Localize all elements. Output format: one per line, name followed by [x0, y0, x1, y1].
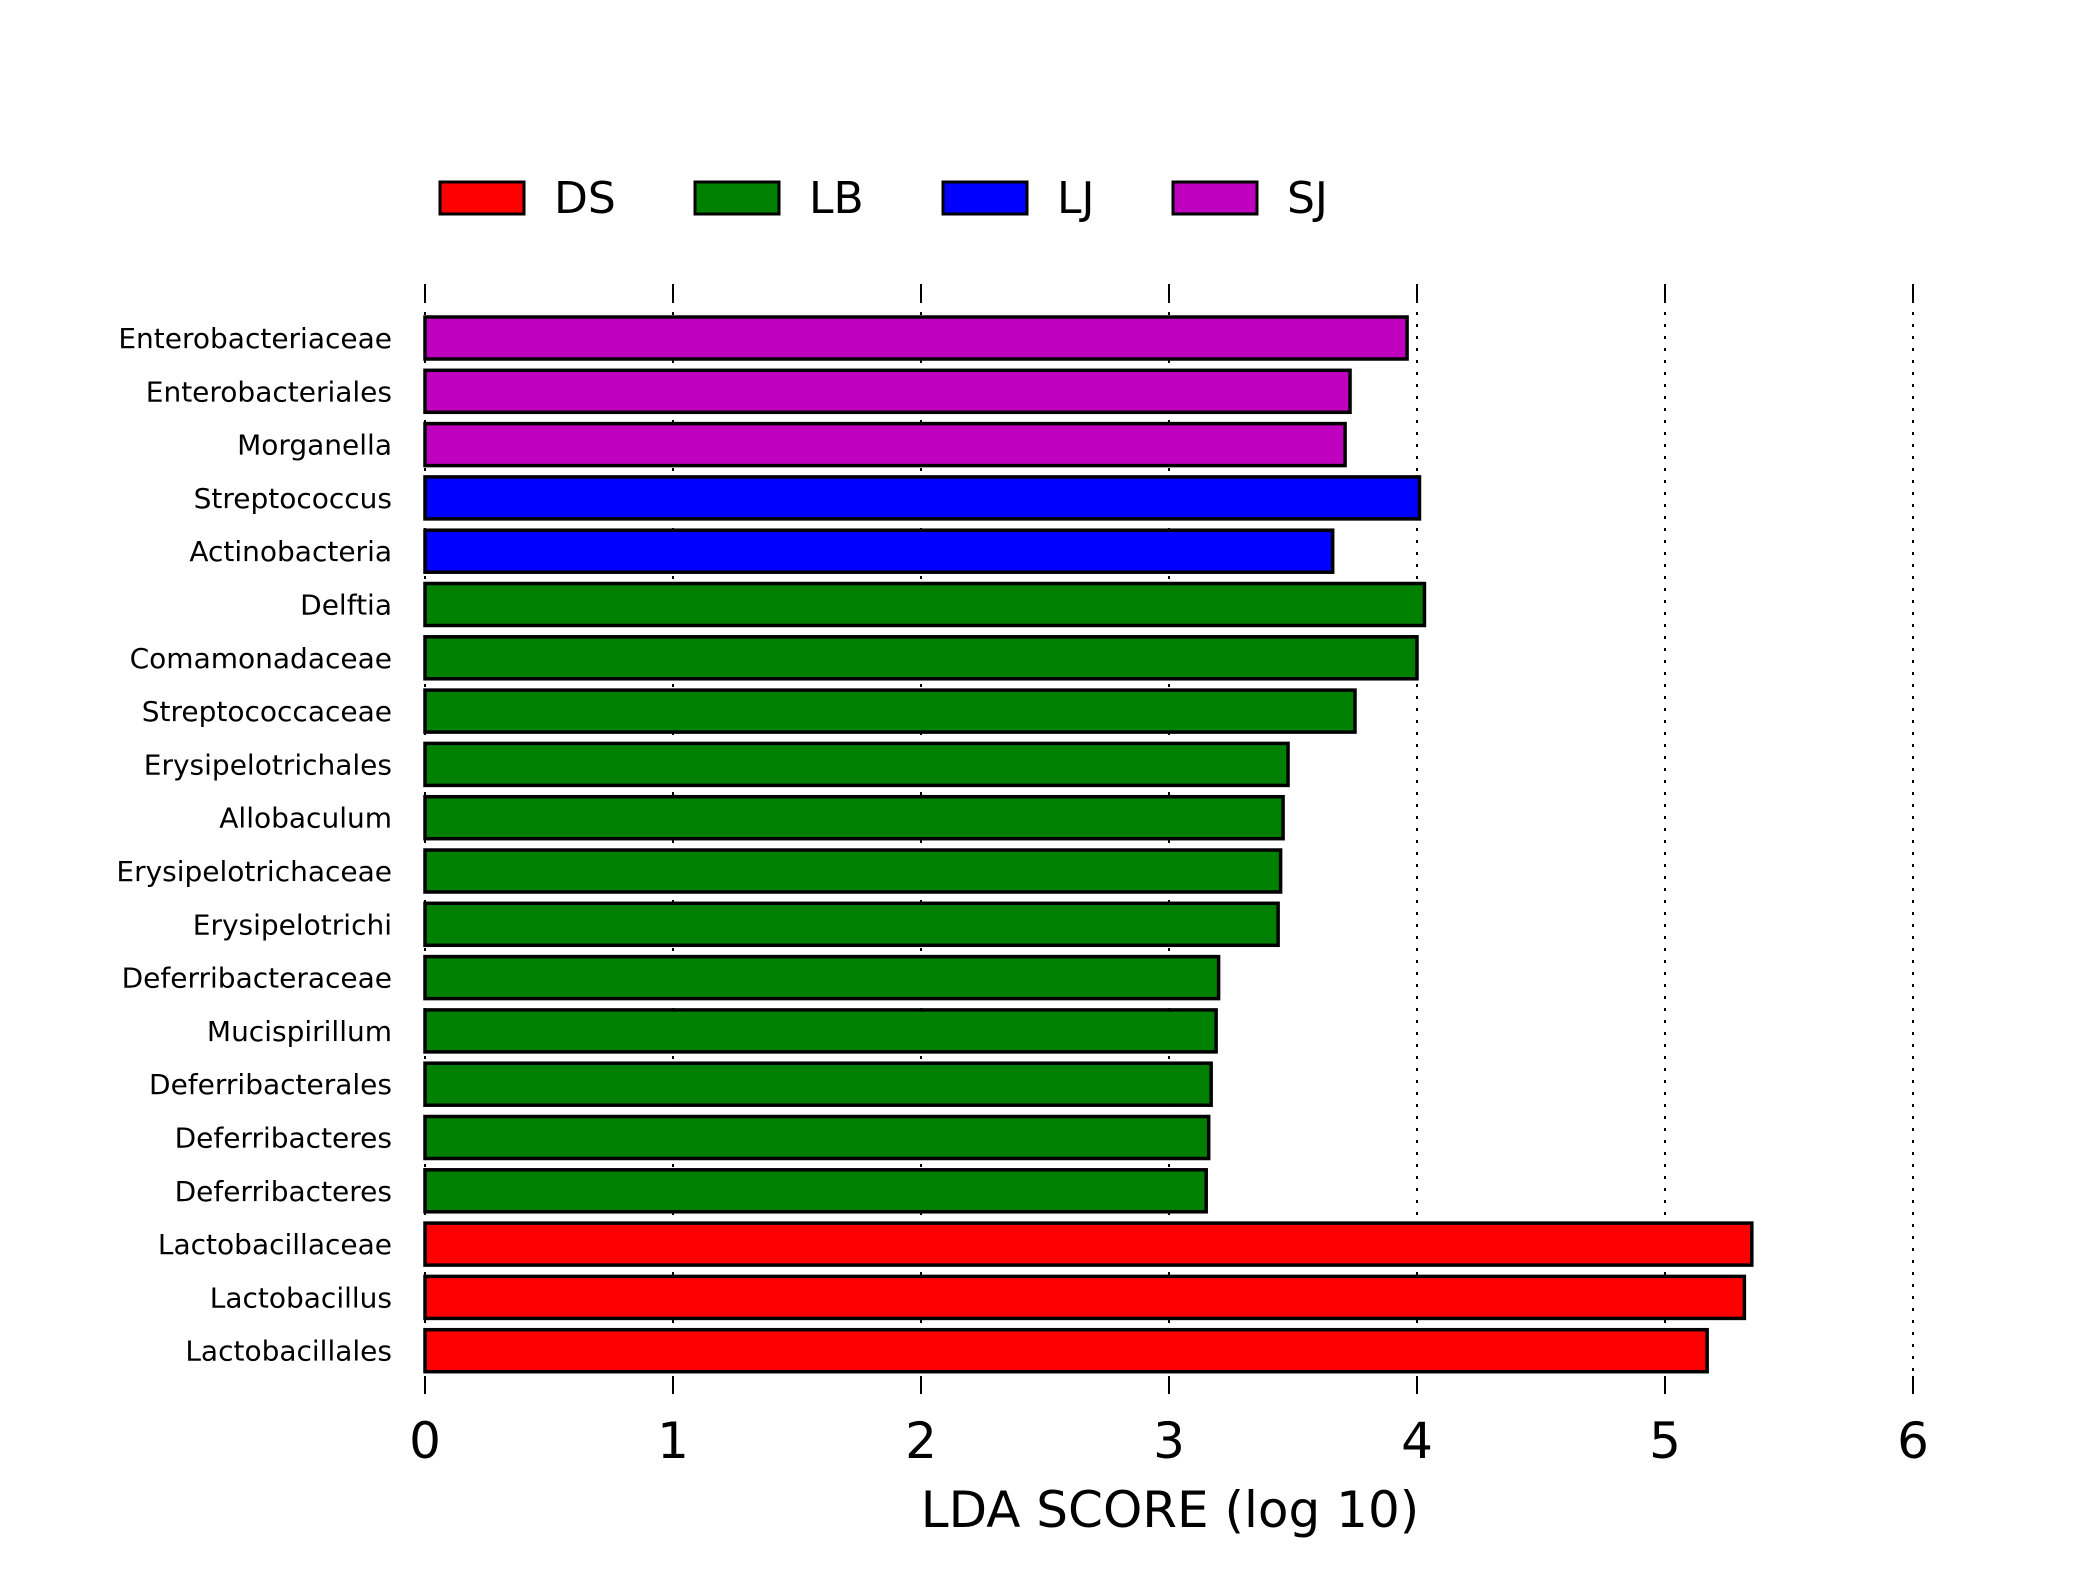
category-label: Erysipelotrichi [193, 908, 392, 941]
bar [423, 1221, 1754, 1267]
bar [423, 794, 1285, 841]
bar [423, 528, 1335, 574]
bar [423, 848, 1283, 894]
legend-swatch [1171, 180, 1259, 216]
legend: DS LB LJ SJ [438, 173, 1328, 224]
category-label: Mucispirillum [207, 1015, 392, 1048]
bar [423, 901, 1280, 948]
legend-label: DS [554, 173, 616, 224]
category-label: Allobaculum [219, 802, 392, 835]
bar [423, 741, 1290, 788]
category-label: Streptococcus [194, 482, 392, 515]
category-label: Enterobacteriaceae [118, 322, 392, 355]
bar [423, 635, 1419, 681]
category-label: Morganella [237, 429, 392, 462]
legend-swatch [438, 180, 526, 216]
category-label: Actinobacteria [189, 535, 392, 568]
x-tick-label: 6 [1897, 1412, 1929, 1470]
bar [423, 315, 1409, 361]
bar [423, 954, 1221, 1001]
x-tick-label: 2 [905, 1412, 937, 1470]
bar [423, 581, 1427, 628]
bar [423, 1274, 1747, 1321]
x-axis-title: LDA SCORE (log 10) [921, 1481, 1420, 1539]
category-label: Lactobacillales [185, 1335, 392, 1368]
legend-label: SJ [1287, 173, 1328, 224]
category-label: Erysipelotrichales [144, 748, 392, 781]
bar [423, 1008, 1218, 1054]
category-label: Deferribacteraceae [122, 962, 392, 995]
x-axis: 0 1 2 3 4 5 6 [409, 284, 1929, 1470]
category-label: Delftia [300, 589, 392, 622]
legend-label: LB [809, 173, 864, 224]
bar [423, 368, 1352, 415]
category-label: Deferribacteres [175, 1175, 392, 1208]
bar [423, 688, 1357, 734]
legend-swatch [693, 180, 781, 216]
category-label: Lactobacillaceae [158, 1228, 392, 1261]
bars [423, 315, 1754, 1374]
x-tick-label: 1 [657, 1412, 689, 1470]
bar [423, 1168, 1208, 1214]
category-label: Enterobacteriales [146, 375, 392, 408]
category-label: Deferribacteres [175, 1122, 392, 1155]
x-tick-label: 4 [1401, 1412, 1433, 1470]
category-label: Erysipelotrichaceae [116, 855, 392, 888]
category-label: Lactobacillus [210, 1281, 392, 1314]
x-tick-label: 3 [1153, 1412, 1185, 1470]
bar [423, 1114, 1211, 1161]
bar [423, 421, 1347, 468]
category-label: Streptococcaceae [142, 695, 392, 728]
category-label: Comamonadaceae [130, 642, 392, 675]
x-tick-label: 0 [409, 1412, 441, 1470]
bar [423, 1327, 1709, 1374]
category-label: Deferribacterales [149, 1068, 392, 1101]
bar [423, 1061, 1213, 1107]
legend-swatch [941, 180, 1029, 216]
x-tick-label: 5 [1649, 1412, 1681, 1470]
bar [423, 475, 1422, 521]
category-labels: Enterobacteriaceae Enterobacteriales Morga… [116, 322, 392, 1368]
legend-label: LJ [1057, 173, 1095, 224]
